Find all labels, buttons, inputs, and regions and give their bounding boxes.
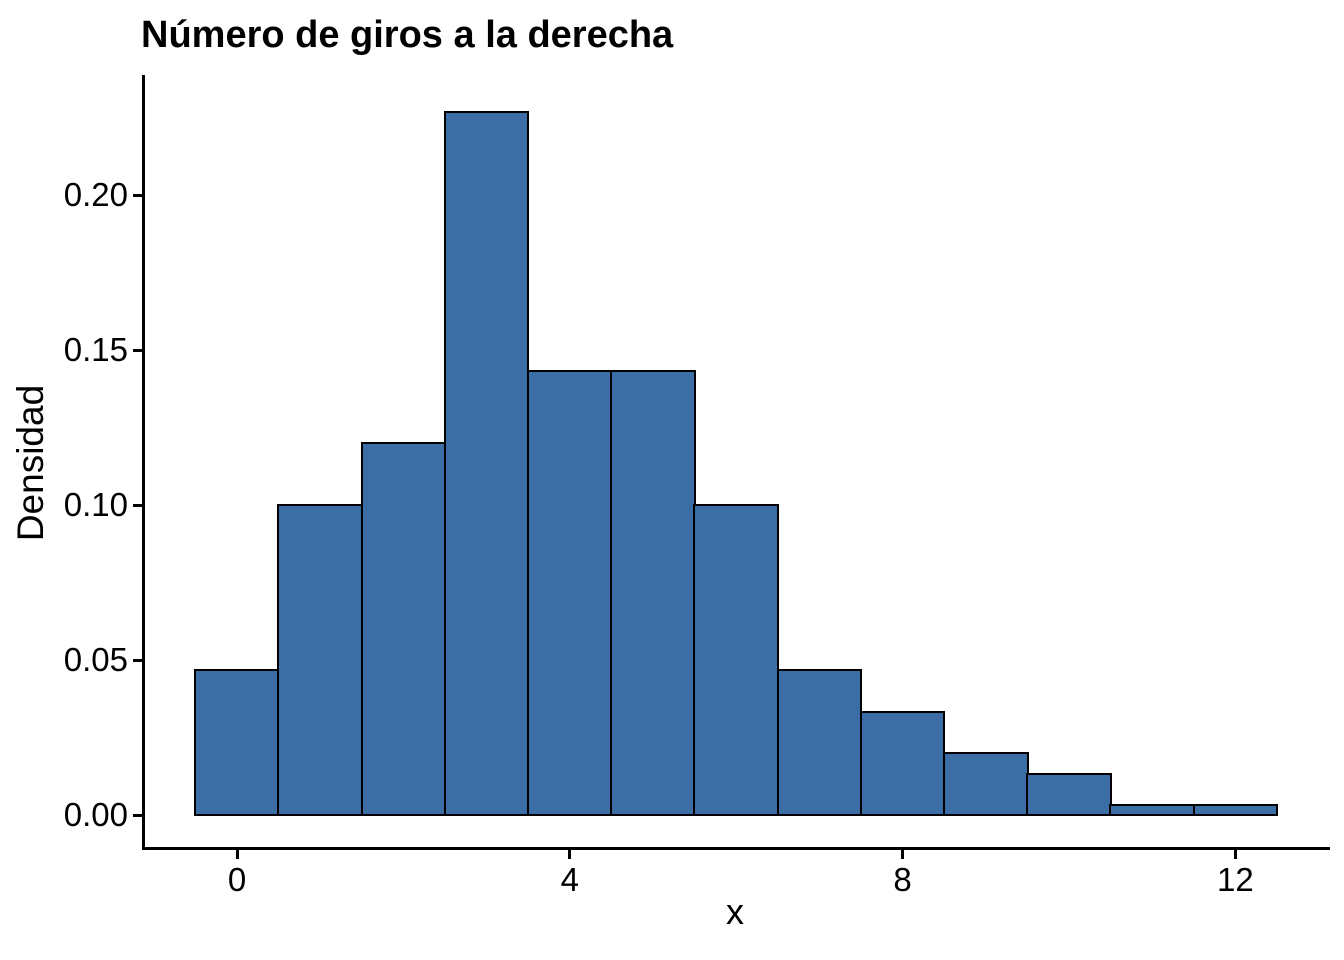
- histogram-bar: [360, 441, 447, 817]
- histogram-bar: [776, 668, 863, 817]
- y-axis-tick: [132, 503, 142, 507]
- x-axis-tick: [568, 850, 572, 859]
- histogram-bar: [1026, 772, 1112, 817]
- histogram-bar: [610, 369, 696, 817]
- y-tick-label: 0.10: [63, 486, 128, 523]
- histogram-bar: [1192, 803, 1279, 817]
- x-tick-label: 4: [560, 861, 579, 898]
- x-tick-label: 0: [227, 861, 247, 898]
- histogram-bar: [693, 503, 780, 817]
- x-axis-title: x: [726, 891, 744, 932]
- y-tick-label: 0.20: [63, 176, 128, 213]
- x-tick-label: 12: [1217, 861, 1254, 898]
- x-axis-tick: [1233, 850, 1237, 859]
- histogram-bar: [942, 751, 1029, 817]
- y-axis-title: Densidad: [10, 384, 51, 542]
- y-axis-line: [141, 75, 145, 850]
- y-tick-label: 0.05: [63, 641, 128, 678]
- y-axis-tick: [132, 193, 142, 197]
- y-axis-tick: [132, 658, 142, 662]
- y-tick-label: 0.15: [63, 331, 128, 368]
- x-axis-tick: [235, 850, 239, 859]
- histogram-bar: [443, 110, 530, 817]
- histogram-bar: [526, 369, 613, 817]
- histogram-bar: [194, 668, 280, 817]
- histogram-bar: [1109, 803, 1196, 817]
- chart-title: Número de giros a la derecha: [141, 14, 674, 56]
- y-tick-label: 0.00: [63, 796, 128, 833]
- x-tick-label: 8: [893, 861, 912, 898]
- x-axis-tick: [901, 850, 905, 859]
- y-axis-tick: [132, 813, 142, 817]
- y-axis-tick: [132, 348, 142, 352]
- x-axis-line: [141, 847, 1330, 850]
- histogram-bar: [277, 503, 364, 817]
- histogram-bar: [859, 710, 946, 817]
